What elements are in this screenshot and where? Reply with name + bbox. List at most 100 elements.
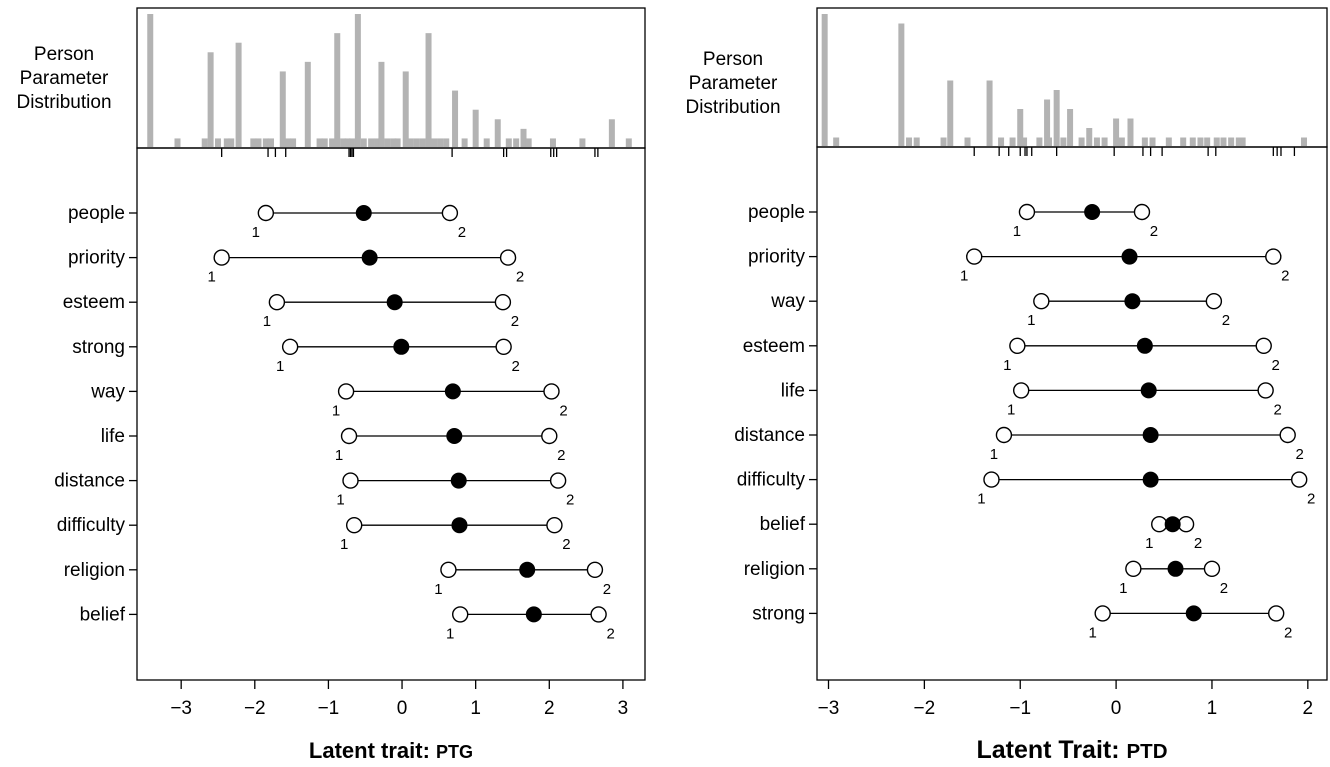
ptg-item-label: life [101,426,125,447]
ptd-threshold-2-label: 2 [1281,268,1289,285]
ptd-item-location-marker [1142,471,1159,488]
ptd-histogram-bar [898,23,905,147]
ptg-histogram-bar [235,42,242,148]
ptg-threshold-1-label: 1 [207,269,215,286]
ptd-x-tick-label: −2 [914,698,936,719]
ptd-item-location-marker [1084,204,1101,220]
ptd-threshold-2-marker [1177,516,1195,533]
ptg-threshold-2-marker [499,249,517,266]
ptd-histogram-bar [986,80,993,147]
ptd-threshold-1-label: 1 [1119,580,1127,597]
ptg-histogram-bar [147,14,154,148]
ptd-histogram-bar [1036,137,1043,147]
ptd-threshold-2-label: 2 [1307,491,1315,508]
ptd-histogram-label: Distribution [685,97,780,118]
ptd-threshold-1-label: 1 [1145,535,1153,552]
ptg-histogram-bar [354,14,361,148]
ptg-item-location-marker [361,249,378,266]
ptd-histogram-bar [1197,137,1204,147]
ptg-histogram-bar [284,138,291,148]
ptg-threshold-1-label: 1 [446,625,454,642]
ptg-x-axis-title-prefix: Latent trait: [308,738,437,763]
ptg-x-tick-label: 3 [618,698,629,719]
ptd-threshold-1-label: 1 [1027,312,1035,329]
ptd-threshold-1-marker [1012,382,1030,399]
ptd-threshold-1-label: 1 [1007,401,1015,418]
ptg-threshold-1-label: 1 [335,447,343,464]
ptd-x-tick-label: −3 [818,698,840,719]
ptd-threshold-2-marker [1279,426,1296,444]
ptd-histogram-bar [1118,137,1125,147]
ptd-plot-frame [816,146,1328,681]
ptd-item-location-marker [1121,248,1138,265]
ptg-histogram-bar [334,33,341,149]
ptg-histogram-bar [384,138,391,148]
ptd-threshold-2-label: 2 [1222,312,1230,329]
ptd-threshold-1-marker [1033,293,1050,310]
ptd-histogram-bar [1213,137,1220,147]
ptg-histogram-bar [340,138,347,148]
ptg-threshold-2-label: 2 [603,581,611,598]
ptd-histogram-bar [1045,137,1052,147]
ptg-item-label: belief [80,604,126,625]
ptd-threshold-1-marker [1018,203,1036,221]
ptd-threshold-2-label: 2 [1194,535,1202,552]
ptg-threshold-1-label: 1 [252,224,260,241]
ptd-item-label: strong [752,603,805,624]
ptg-item-location-marker [393,338,410,355]
ptg-x-tick-label: 0 [397,698,408,719]
ptd-histogram-bar [1053,90,1060,147]
ptd-histogram-label: Person [703,49,763,70]
ptg-histogram-bar [228,138,235,148]
ptd-histogram-bar [821,14,828,147]
ptd-threshold-1-marker [1009,337,1026,354]
ptg-threshold-1-label: 1 [340,536,348,553]
ptd-item-location-marker [1142,427,1159,443]
ptg-histogram-bar [443,138,450,148]
ptd-threshold-2-label: 2 [1150,223,1158,240]
ptg-threshold-1-label: 1 [276,358,284,375]
ptg-histogram-bar [452,90,459,148]
ptg-item-location-marker [386,294,403,311]
ptg-item-location-marker [451,517,468,534]
ptg-threshold-1-label: 1 [434,581,442,598]
ptg-threshold-1-marker [337,383,355,400]
ptg-histogram-bar [214,138,221,148]
ptd-histogram-bar [1235,137,1242,147]
ptd-histogram-bar [1149,137,1156,147]
ptd-threshold-2-marker [1267,605,1285,622]
ptg-threshold-2-marker [495,338,512,355]
ptg-x-tick-label: 1 [470,698,481,719]
ptd-item-label: distance [734,425,805,446]
ptd-histogram-bar [913,137,920,147]
ptg-item-location-marker [525,606,542,623]
ptd-x-axis-title-suffix: PTD [1126,740,1168,763]
ptd-x-axis-title-prefix: Latent Trait: [976,736,1127,764]
ptg-histogram-bar [201,138,208,148]
ptg-threshold-1-marker [345,517,363,534]
ptg-threshold-1-marker [342,472,359,489]
ptg-threshold-2-marker [494,294,512,311]
ptd-histogram-bar [1141,137,1148,147]
ptg-threshold-2-label: 2 [562,536,570,553]
ptd-histogram-bar [998,137,1005,147]
ptd-threshold-1-marker [1094,605,1111,622]
ptd-x-tick-label: 2 [1303,698,1314,719]
ptg-threshold-2-label: 2 [606,625,614,642]
ptd-histogram-bar [833,137,840,147]
ptd-item-label: belief [760,514,806,535]
ptg-threshold-1-label: 1 [263,313,271,330]
ptg-threshold-2-marker [543,383,560,400]
ptg-x-tick-label: −1 [318,698,340,719]
ptd-threshold-1-marker [966,248,983,265]
ptg-histogram-bar [513,138,520,148]
ptg-threshold-1-marker [340,427,358,445]
ptd-item-label: way [770,291,805,312]
ptg-threshold-1-marker [440,561,457,578]
ptd-histogram-label: Parameter [689,73,778,94]
ptg-histogram-bar [329,138,336,148]
ptg-histogram-bar [520,128,527,148]
ptd-item-location-marker [1167,560,1184,577]
ptg-histogram-bar [207,52,214,148]
ptg-panel: Person Parameter Distribution −3 −2 −1 0 1 2 3 peo… [0,0,660,767]
